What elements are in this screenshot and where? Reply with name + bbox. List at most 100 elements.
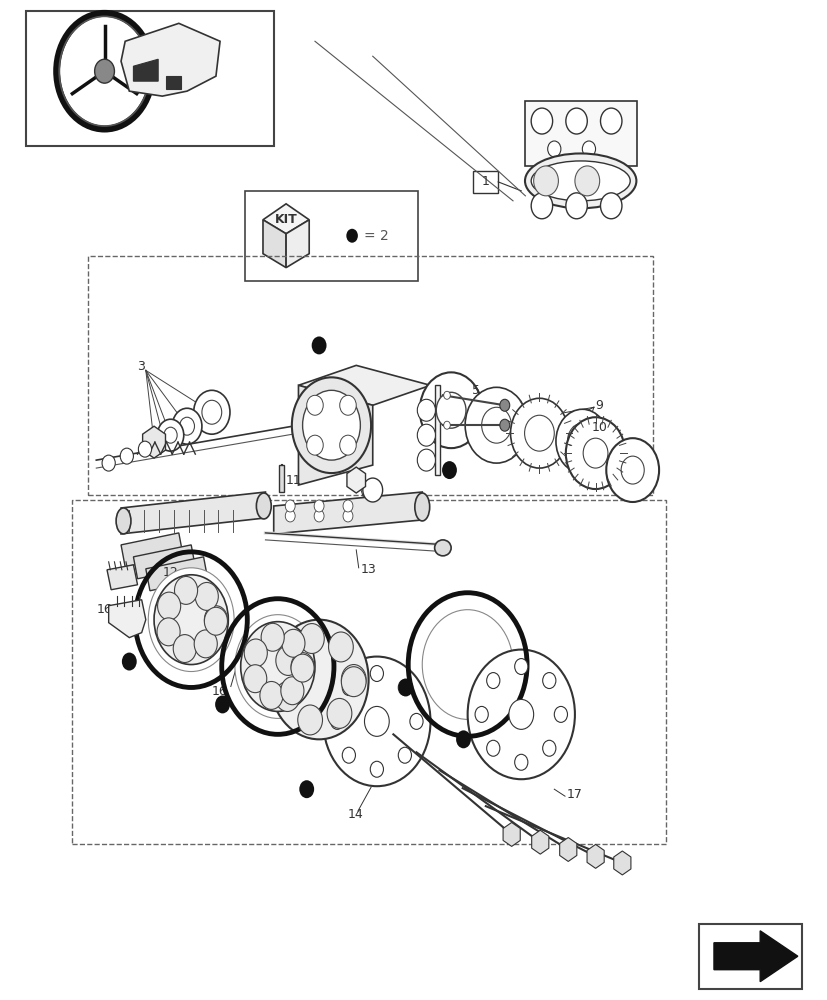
Text: 16: 16 <box>212 685 227 698</box>
Circle shape <box>299 780 313 798</box>
Circle shape <box>465 387 528 463</box>
Circle shape <box>173 635 196 663</box>
Polygon shape <box>274 492 422 534</box>
Circle shape <box>398 747 411 763</box>
Circle shape <box>500 399 509 411</box>
Circle shape <box>313 500 323 512</box>
Circle shape <box>291 377 370 473</box>
Circle shape <box>486 740 500 756</box>
Text: 1: 1 <box>481 175 489 188</box>
Circle shape <box>524 415 553 451</box>
Bar <box>88 256 653 495</box>
Circle shape <box>364 706 389 736</box>
Bar <box>166 76 181 89</box>
Circle shape <box>285 500 294 512</box>
Polygon shape <box>121 23 220 96</box>
Circle shape <box>417 399 435 421</box>
Polygon shape <box>286 220 308 268</box>
Bar <box>434 385 440 475</box>
Ellipse shape <box>256 493 271 519</box>
Circle shape <box>241 622 314 711</box>
Text: 17: 17 <box>566 788 582 801</box>
Circle shape <box>102 455 115 471</box>
Circle shape <box>600 193 621 219</box>
Circle shape <box>194 630 217 658</box>
Circle shape <box>157 592 180 620</box>
Bar <box>71 500 665 844</box>
Circle shape <box>122 653 136 671</box>
Circle shape <box>299 624 324 653</box>
Circle shape <box>370 666 383 681</box>
Bar <box>245 191 418 281</box>
Text: 9: 9 <box>595 399 603 412</box>
Polygon shape <box>298 385 372 485</box>
Bar <box>473 171 498 193</box>
Circle shape <box>409 713 423 729</box>
Circle shape <box>174 576 198 604</box>
Bar <box>525 101 636 166</box>
Circle shape <box>370 761 383 777</box>
Polygon shape <box>121 533 183 567</box>
Text: 13: 13 <box>360 563 375 576</box>
Circle shape <box>204 606 227 634</box>
Text: 14: 14 <box>347 808 363 821</box>
Circle shape <box>566 423 596 459</box>
Polygon shape <box>503 822 519 846</box>
Ellipse shape <box>414 493 429 521</box>
Circle shape <box>509 699 533 729</box>
Circle shape <box>417 424 435 446</box>
Text: 3: 3 <box>137 360 146 373</box>
Polygon shape <box>121 492 265 534</box>
Circle shape <box>56 13 152 129</box>
Circle shape <box>195 582 218 610</box>
Circle shape <box>553 706 566 722</box>
Polygon shape <box>347 467 365 493</box>
Circle shape <box>486 673 500 689</box>
Circle shape <box>328 632 353 662</box>
Circle shape <box>565 193 586 219</box>
Circle shape <box>342 510 352 522</box>
Circle shape <box>422 610 513 719</box>
Circle shape <box>346 229 357 243</box>
Circle shape <box>148 568 234 672</box>
Circle shape <box>342 500 352 512</box>
Circle shape <box>565 108 586 134</box>
Ellipse shape <box>116 508 131 534</box>
Circle shape <box>306 435 323 455</box>
Circle shape <box>280 677 304 705</box>
Circle shape <box>417 449 435 471</box>
Polygon shape <box>613 851 630 875</box>
Circle shape <box>243 665 266 693</box>
Ellipse shape <box>531 161 629 201</box>
Ellipse shape <box>524 153 636 208</box>
Circle shape <box>306 395 323 415</box>
Polygon shape <box>298 365 430 405</box>
Circle shape <box>514 754 528 770</box>
Circle shape <box>467 650 574 779</box>
Circle shape <box>514 659 528 675</box>
Circle shape <box>298 705 323 735</box>
Circle shape <box>443 421 450 429</box>
Text: 15: 15 <box>533 658 549 671</box>
Circle shape <box>481 407 511 443</box>
Ellipse shape <box>434 540 451 556</box>
Circle shape <box>547 141 560 157</box>
Circle shape <box>313 510 323 522</box>
Polygon shape <box>108 600 146 638</box>
Circle shape <box>582 438 607 468</box>
Circle shape <box>120 448 133 464</box>
Polygon shape <box>263 220 286 268</box>
Circle shape <box>194 390 230 434</box>
Circle shape <box>398 680 411 696</box>
Text: 6: 6 <box>480 406 487 419</box>
Text: 12: 12 <box>162 566 178 579</box>
Text: 16: 16 <box>96 603 112 616</box>
Circle shape <box>164 427 177 443</box>
Polygon shape <box>586 844 604 868</box>
Circle shape <box>302 390 360 460</box>
Bar <box>698 924 801 989</box>
Text: 8: 8 <box>368 503 376 516</box>
Circle shape <box>261 623 284 651</box>
Circle shape <box>172 408 202 444</box>
Circle shape <box>270 620 368 739</box>
